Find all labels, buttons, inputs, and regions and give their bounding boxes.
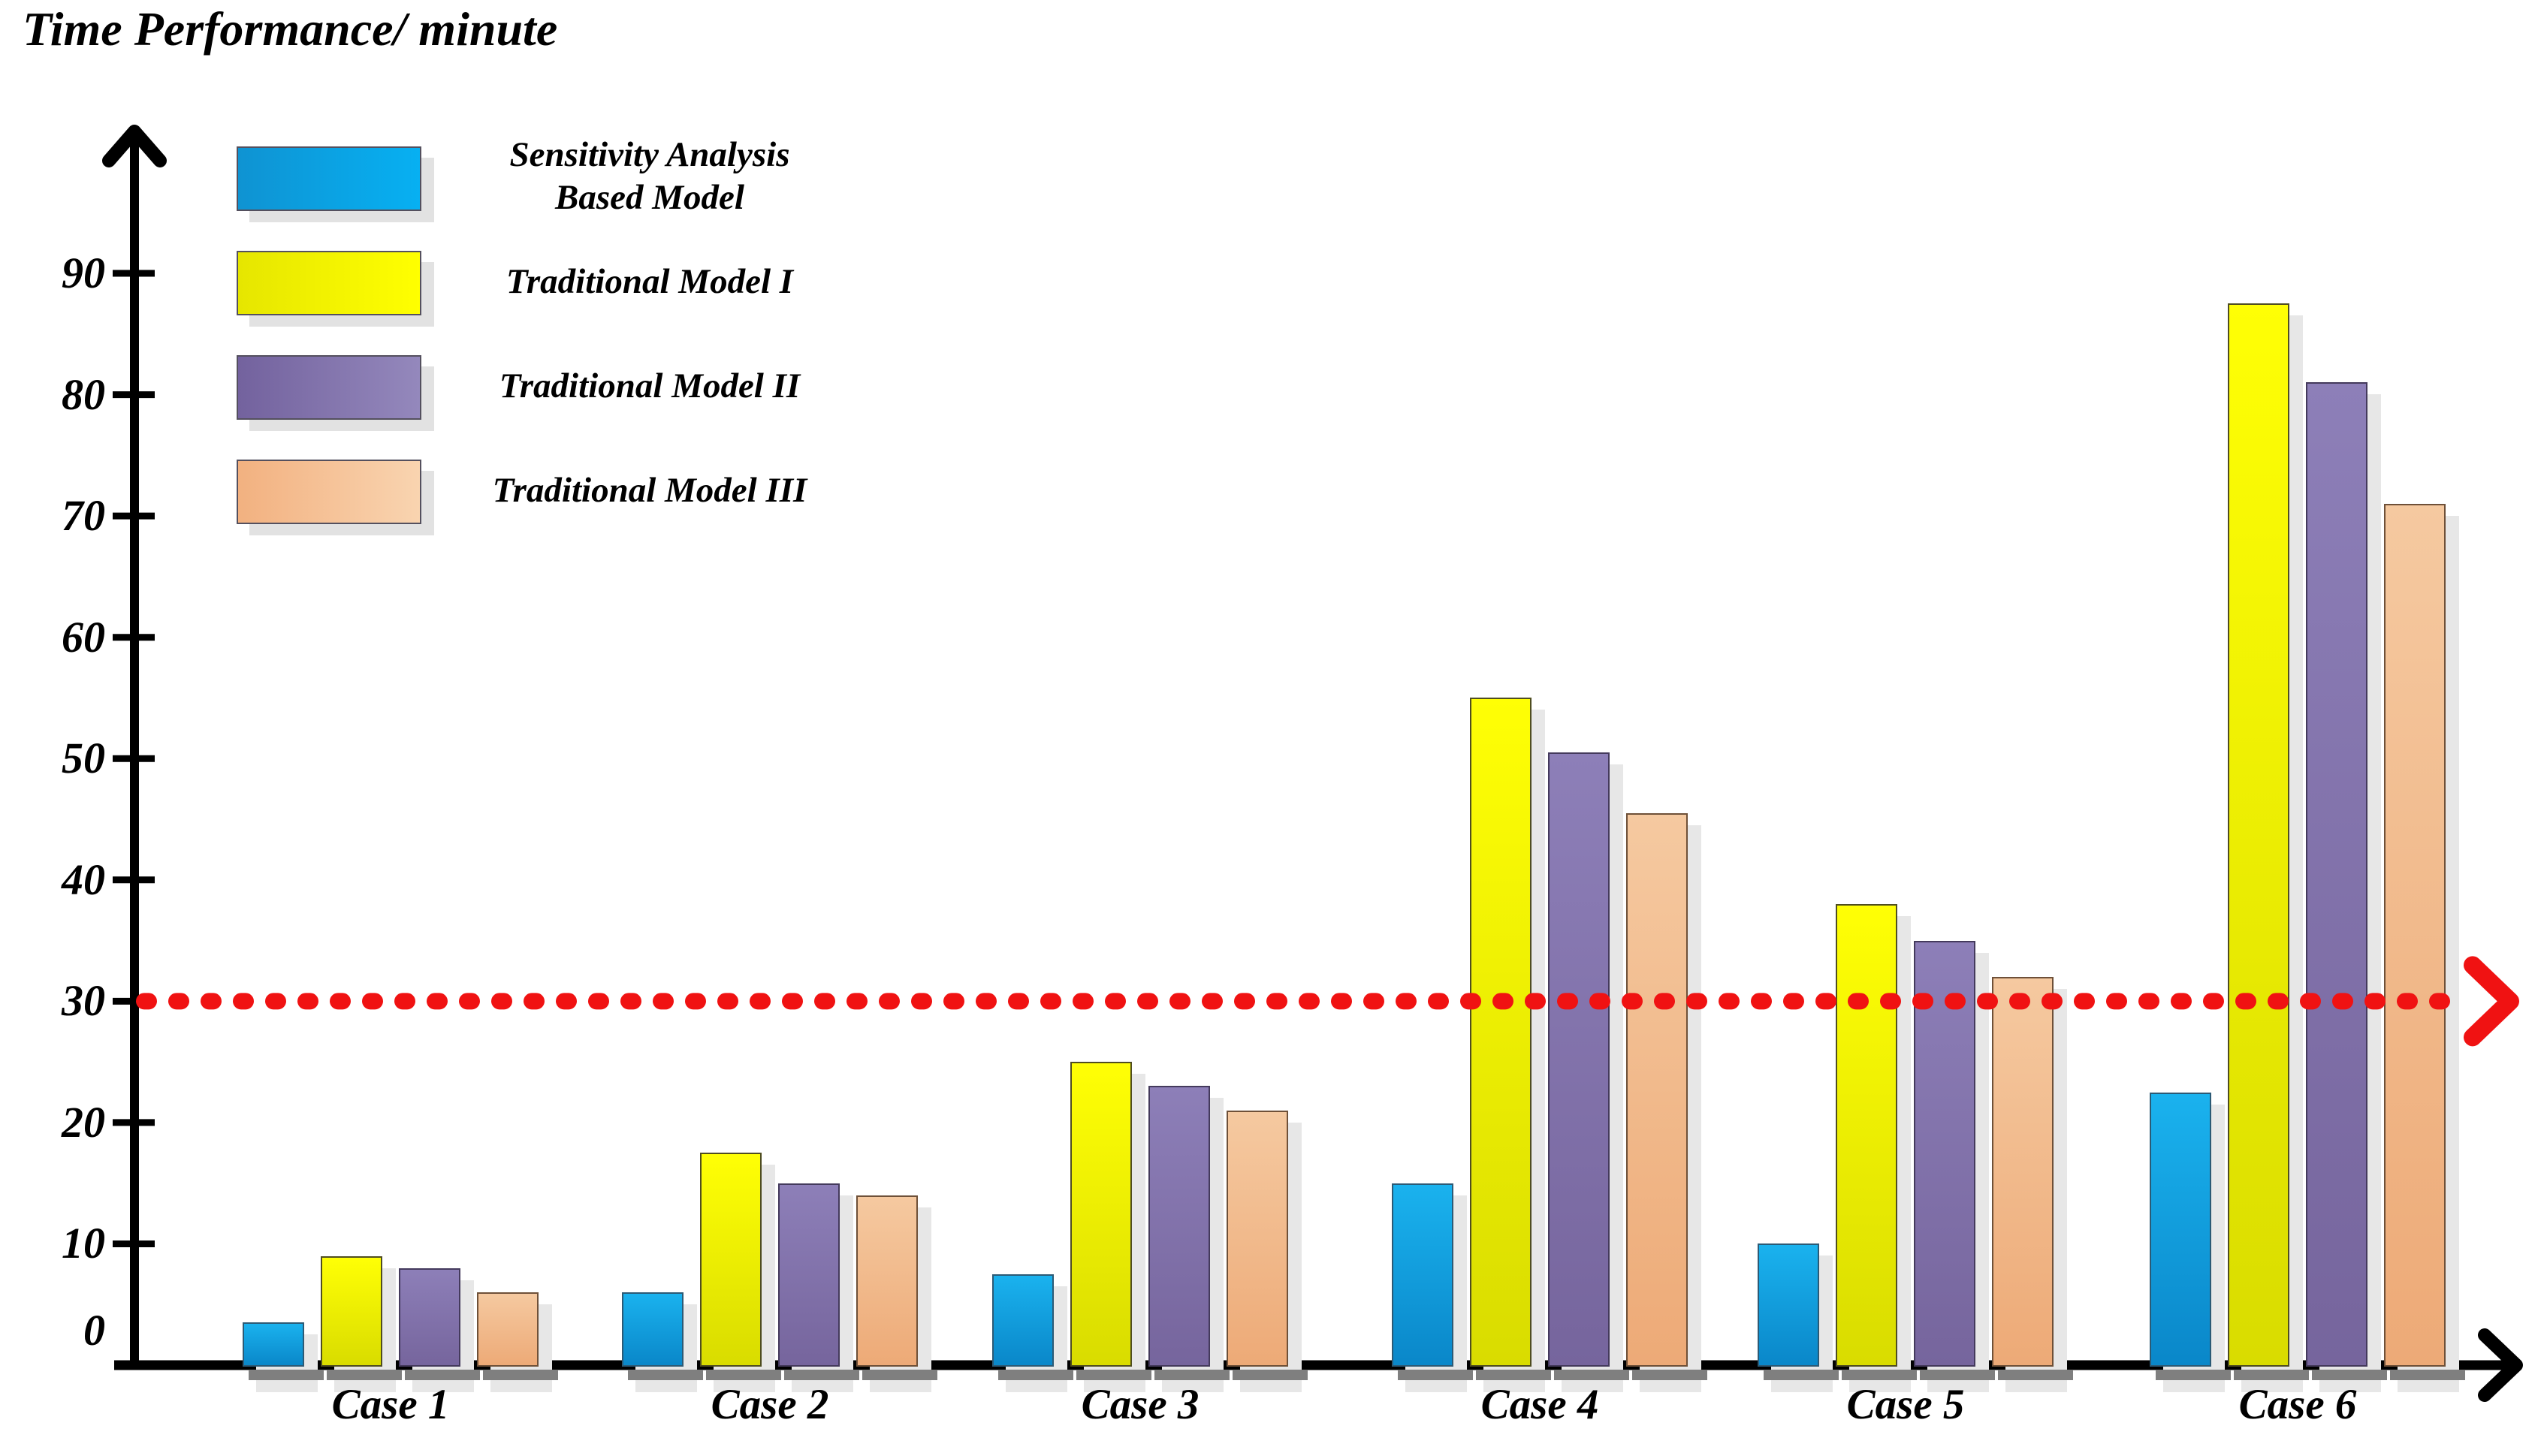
legend-label-model-2: Traditional Model II — [499, 366, 801, 405]
legend: Sensitivity Analysis Based Model Traditi… — [0, 0, 976, 571]
y-axis-arrow-icon — [102, 125, 167, 167]
bar-base-strip — [483, 1370, 558, 1380]
x-category-label: Case 4 — [1480, 1381, 1599, 1428]
x-category-label: Case 2 — [711, 1381, 829, 1428]
bar-base-strip — [628, 1370, 703, 1380]
bar-base-strip — [706, 1370, 781, 1380]
bar-case3-series3 — [1148, 1086, 1210, 1367]
bar-case2-series3 — [778, 1183, 840, 1367]
bar-base-strip — [998, 1370, 1073, 1380]
bar-base-strip — [2390, 1370, 2465, 1380]
bar-case6-series4 — [2384, 503, 2446, 1367]
bar-case6-series3 — [2306, 382, 2367, 1367]
legend-label-model-1: Traditional Model I — [505, 262, 794, 301]
legend-swatch-model-1 — [237, 251, 421, 315]
bar-base-strip — [1764, 1370, 1839, 1380]
bar-case4-series4 — [1626, 812, 1688, 1367]
bar-case4-series1 — [1392, 1183, 1453, 1367]
bar-base-strip — [2234, 1370, 2309, 1380]
bar-base-strip — [1476, 1370, 1551, 1380]
y-tick-label: 90 — [62, 249, 105, 298]
legend-swatch-model-3 — [237, 460, 421, 524]
legend-swatch-model-2 — [237, 355, 421, 420]
bar-case2-series2 — [700, 1153, 762, 1367]
y-tick-label: 20 — [62, 1097, 105, 1147]
bar-base-strip — [862, 1370, 937, 1380]
x-category-label: Case 3 — [1081, 1381, 1200, 1428]
y-tick-label: 10 — [62, 1219, 105, 1268]
bar-case1-series4 — [477, 1292, 539, 1367]
bar-case4-series2 — [1470, 698, 1532, 1367]
bar-case3-series1 — [992, 1274, 1054, 1367]
x-axis-arrow-icon — [2478, 1328, 2523, 1402]
legend-label-sensitivity: Sensitivity Analysis Based Model — [509, 135, 790, 217]
bar-case5-series2 — [1836, 904, 1897, 1367]
bar-case1-series1 — [243, 1322, 304, 1367]
bar-case2-series1 — [622, 1292, 684, 1367]
bar-base-strip — [1233, 1370, 1308, 1380]
bar-case3-series2 — [1070, 1062, 1132, 1367]
bar-base-strip — [327, 1370, 402, 1380]
y-tick-label: 50 — [62, 734, 105, 783]
bar-base-strip — [2312, 1370, 2387, 1380]
y-tick-label: 30 — [62, 976, 105, 1026]
y-tick-label: 80 — [62, 369, 105, 419]
bar-case4-series3 — [1548, 752, 1610, 1367]
y-tick-label: 40 — [62, 855, 105, 904]
x-category-label: Case 1 — [331, 1381, 450, 1428]
bar-base-strip — [1398, 1370, 1473, 1380]
y-tick-label: 60 — [62, 612, 105, 662]
bar-base-strip — [1632, 1370, 1707, 1380]
bar-base-strip — [1076, 1370, 1151, 1380]
chart-title: Time Performance/ minute — [23, 2, 558, 56]
bar-base-strip — [249, 1370, 324, 1380]
bar-base-strip — [2156, 1370, 2231, 1380]
bar-base-strip — [1554, 1370, 1629, 1380]
bar-base-strip — [1842, 1370, 1917, 1380]
bar-case2-series4 — [856, 1195, 918, 1367]
bar-case6-series2 — [2228, 303, 2289, 1367]
bar-case1-series2 — [321, 1256, 382, 1367]
bar-case6-series1 — [2150, 1092, 2211, 1367]
y-tick-label: 0 — [83, 1306, 105, 1355]
bar-base-strip — [1920, 1370, 1995, 1380]
x-category-label: Case 6 — [2238, 1381, 2357, 1428]
bar-base-strip — [1154, 1370, 1230, 1380]
bar-case3-series4 — [1227, 1110, 1288, 1367]
bar-case1-series3 — [399, 1268, 460, 1367]
legend-swatch-sensitivity — [237, 146, 421, 211]
x-category-label: Case 5 — [1846, 1381, 1965, 1428]
bar-case5-series3 — [1914, 940, 1975, 1367]
legend-label-model-3: Traditional Model III — [492, 471, 807, 510]
bar-case5-series4 — [1992, 977, 2054, 1367]
bar-base-strip — [1998, 1370, 2073, 1380]
y-tick-label: 70 — [62, 491, 105, 541]
bar-base-strip — [405, 1370, 480, 1380]
bar-case5-series1 — [1758, 1243, 1819, 1367]
bar-base-strip — [784, 1370, 859, 1380]
